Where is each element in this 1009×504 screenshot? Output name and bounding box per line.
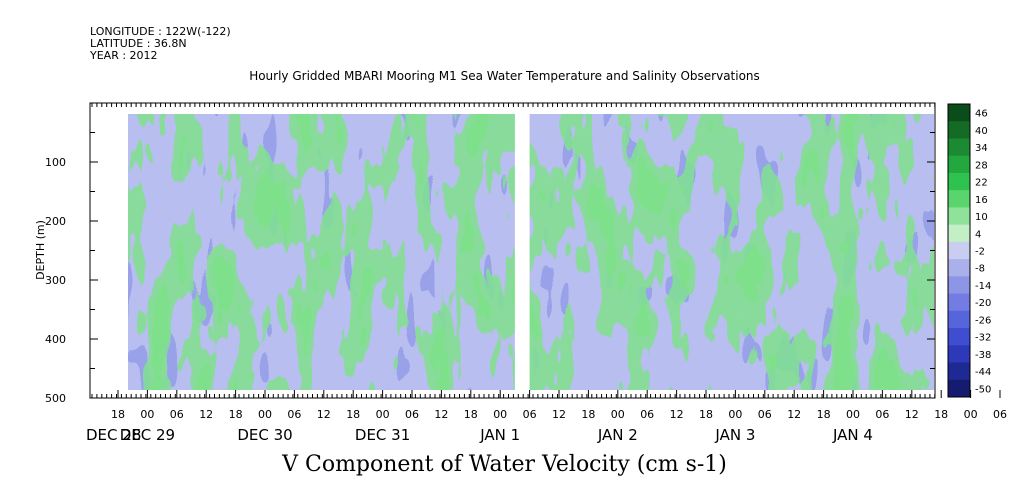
y-tick-label: 100: [45, 156, 66, 169]
variable-label: V Component of Water Velocity (cm s-1): [282, 452, 727, 477]
x-tick-label: 18: [934, 408, 948, 421]
colorbar-label: 46: [975, 109, 988, 120]
y-axis-label: DEPTH (m): [34, 220, 47, 280]
colorbar-swatch: [948, 190, 970, 208]
x-tick-label: 00: [140, 408, 154, 421]
date-label: JAN 2: [597, 426, 638, 444]
colorbar-swatch: [948, 155, 970, 174]
x-tick-label: 00: [964, 408, 978, 421]
x-tick-label: 12: [434, 408, 448, 421]
colorbar-label: 40: [975, 126, 988, 137]
colorbar-label: 4: [975, 229, 981, 240]
x-tick-label: 12: [199, 408, 213, 421]
colorbar-swatch: [948, 259, 970, 277]
colorbar-label: 10: [975, 212, 988, 223]
y-tick-label: 200: [45, 215, 66, 228]
x-tick-label: 06: [640, 408, 654, 421]
x-tick-label: 06: [405, 408, 419, 421]
colorbar-swatch: [948, 293, 970, 312]
date-label: DEC 31: [355, 426, 410, 444]
x-tick-label: 06: [875, 408, 889, 421]
date-label: JAN 4: [832, 426, 873, 444]
colorbar-swatch: [948, 276, 970, 295]
x-tick-label: 12: [670, 408, 684, 421]
colorbar-label: -8: [975, 264, 985, 275]
x-tick-label: 06: [170, 408, 184, 421]
colorbar-label: -14: [975, 281, 991, 292]
colorbar-swatch: [948, 138, 970, 157]
colorbar-swatch: [948, 224, 970, 243]
colorbar-label: 16: [975, 195, 988, 206]
colorbar-label: -32: [975, 333, 991, 344]
x-tick-label: 18: [464, 408, 478, 421]
colorbar-label: -20: [975, 298, 991, 309]
date-label: JAN 1: [479, 426, 520, 444]
x-tick-label: 12: [787, 408, 801, 421]
x-tick-label: 00: [493, 408, 507, 421]
date-label: DEC 29: [120, 426, 175, 444]
colorbar-swatch: [948, 379, 970, 398]
colorbar-label: -44: [975, 367, 991, 378]
data-gap: [59, 114, 74, 390]
longitude-label: LONGITUDE : 122W(-122): [90, 25, 231, 38]
x-tick-label: 18: [817, 408, 831, 421]
date-label: DEC 28: [86, 426, 141, 444]
colorbar-swatch: [948, 328, 970, 346]
colorbar-swatch: [948, 362, 970, 381]
x-tick-label: 18: [581, 408, 595, 421]
x-tick-label: 12: [317, 408, 331, 421]
latitude-label: LATITUDE : 36.8N: [90, 37, 187, 50]
x-tick-label: 12: [905, 408, 919, 421]
data-gap: [514, 114, 530, 390]
minor-ticks: [91, 103, 936, 398]
x-tick-label: 00: [258, 408, 272, 421]
x-tick-label: 18: [346, 408, 360, 421]
year-label: YEAR : 2012: [90, 49, 158, 62]
colorbar-label: 22: [975, 178, 988, 189]
x-tick-label: 00: [846, 408, 860, 421]
y-tick-label: 500: [45, 392, 66, 405]
y-tick-label: 400: [45, 333, 66, 346]
colorbar-label: -50: [975, 384, 991, 395]
colorbar-swatch: [948, 310, 970, 329]
y-tick-label: 300: [45, 274, 66, 287]
x-tick-label: 18: [699, 408, 713, 421]
x-axis: 18 00 06 12 18 00 06 12 18 00 06 12 18 00 06 12 18 00 06 12…: [86, 390, 1007, 444]
colorbar-swatch: [948, 104, 970, 122]
x-tick-label: 00: [728, 408, 742, 421]
x-tick-label: 00: [376, 408, 390, 421]
x-tick-label: 18: [229, 408, 243, 421]
x-tick-label: 12: [552, 408, 566, 421]
chart-title: Hourly Gridded MBARI Mooring M1 Sea Wate…: [249, 69, 760, 83]
colorbar: 46 40 34 28 22 16 10 4 -2 -8 -14 -20 -26 -32 -38 -44 -50: [947, 103, 991, 398]
colorbar-swatch: [948, 241, 970, 260]
colorbar-label: -26: [975, 315, 991, 326]
data-gaps: [59, 114, 530, 390]
field-pattern: [128, 114, 934, 390]
colorbar-label: 34: [975, 143, 988, 154]
colorbar-swatch: [948, 207, 970, 226]
x-tick-label: 06: [523, 408, 537, 421]
x-tick-label: 06: [993, 408, 1007, 421]
plot-area: [59, 114, 934, 390]
colorbar-label: 28: [975, 160, 988, 171]
date-label: DEC 30: [237, 426, 292, 444]
colorbar-swatch: [948, 345, 970, 364]
colorbar-label: -38: [975, 350, 991, 361]
colorbar-swatch: [948, 172, 970, 191]
colorbar-swatch: [948, 121, 970, 139]
date-label: JAN 3: [714, 426, 755, 444]
x-tick-label: 18: [111, 408, 125, 421]
x-tick-label: 00: [611, 408, 625, 421]
x-tick-label: 06: [287, 408, 301, 421]
colorbar-frame: [947, 103, 971, 398]
colorbar-label: -2: [975, 247, 985, 258]
y-axis: 100 200 300 400 500: [45, 132, 935, 405]
x-tick-label: 06: [758, 408, 772, 421]
